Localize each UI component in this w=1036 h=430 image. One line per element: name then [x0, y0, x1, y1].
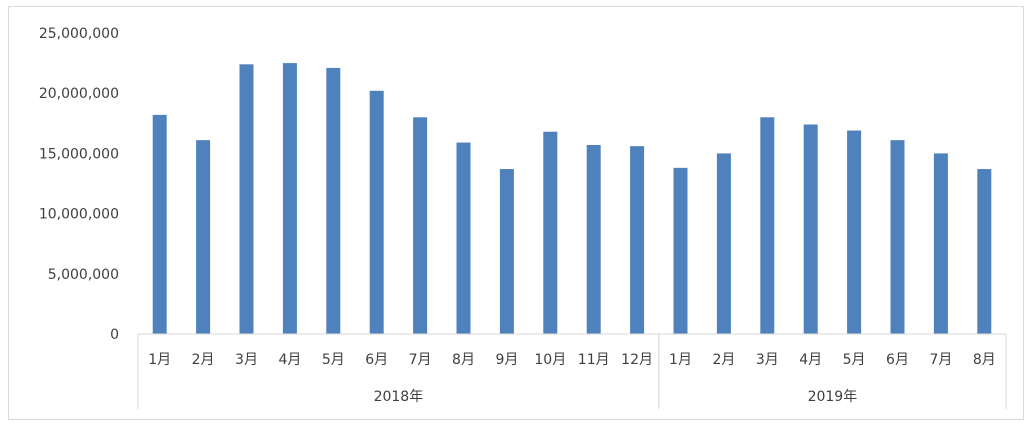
bar [847, 130, 862, 334]
bar [977, 169, 992, 334]
y-tick-label: 20,000,000 [39, 86, 119, 102]
bars [152, 63, 992, 335]
bar [890, 140, 905, 334]
bar [152, 114, 167, 334]
bar [803, 124, 818, 334]
bar [369, 90, 384, 335]
bar [716, 153, 731, 334]
x-tick-label: 2月 [712, 352, 735, 368]
x-tick-label: 6月 [886, 352, 909, 368]
y-tick-label: 0 [110, 327, 119, 343]
bar [760, 117, 775, 334]
bar [326, 67, 341, 334]
axes [137, 333, 1007, 409]
x-tick-label: 8月 [973, 352, 996, 368]
y-axis-ticks: 0 5,000,000 10,000,000 15,000,000 20,000,000… [39, 26, 119, 343]
x-tick-label: 7月 [929, 352, 952, 368]
x-tick-label: 5月 [843, 352, 866, 368]
x-tick-label: 11月 [578, 352, 610, 368]
bar [673, 167, 688, 334]
x-tick-label: 4月 [799, 352, 822, 368]
bar [630, 146, 645, 334]
bar [239, 64, 254, 334]
x-tick-label: 4月 [278, 352, 301, 368]
x-tick-label: 6月 [365, 352, 388, 368]
x-axis-groups: 2018年 2019年 [374, 389, 858, 405]
bar [543, 131, 558, 334]
x-tick-label: 2月 [192, 352, 215, 368]
x-group-label: 2019年 [808, 389, 858, 405]
bar [933, 153, 948, 334]
bar [196, 140, 211, 334]
y-tick-label: 25,000,000 [39, 26, 119, 42]
chart-frame: 0 5,000,000 10,000,000 15,000,000 20,000,000… [8, 6, 1024, 420]
x-tick-label: 5月 [322, 352, 345, 368]
x-tick-label: 7月 [409, 352, 432, 368]
x-tick-label: 9月 [495, 352, 518, 368]
y-tick-label: 15,000,000 [39, 146, 119, 162]
bar [499, 169, 514, 334]
y-tick-label: 10,000,000 [39, 207, 119, 223]
bar [282, 63, 297, 334]
y-tick-label: 5,000,000 [48, 267, 119, 283]
bar [456, 142, 471, 334]
x-tick-label: 3月 [756, 352, 779, 368]
x-tick-label: 1月 [669, 352, 692, 368]
x-tick-label: 10月 [534, 352, 566, 368]
x-tick-label: 8月 [452, 352, 475, 368]
x-tick-label: 12月 [621, 352, 653, 368]
x-tick-label: 3月 [235, 352, 258, 368]
x-group-label: 2018年 [374, 389, 424, 405]
bar [586, 144, 601, 334]
x-tick-label: 1月 [148, 352, 171, 368]
bar-chart: 0 5,000,000 10,000,000 15,000,000 20,000,000… [39, 26, 1007, 409]
x-axis-categories: 1月 2月 3月 4月 5月 6月 7月 8月 9月 10月 11月 12月 1月 2月 3月 4月 5月 6月 7… [148, 352, 996, 368]
bar [413, 117, 428, 334]
